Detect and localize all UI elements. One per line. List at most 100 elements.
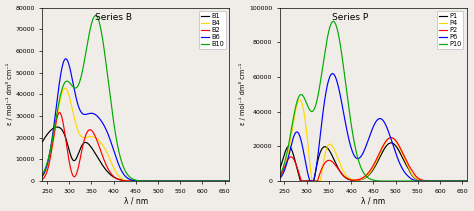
P4 <box>299 100 304 103</box>
B10 <box>226 180 232 182</box>
B1 <box>61 132 67 134</box>
P4 <box>277 176 283 179</box>
P2 <box>464 180 469 182</box>
P1 <box>299 180 304 182</box>
B6 <box>40 175 46 177</box>
B4 <box>119 178 125 180</box>
Line: P10: P10 <box>280 21 466 181</box>
B2 <box>61 126 67 128</box>
B10 <box>72 87 78 89</box>
P6 <box>357 157 363 159</box>
B10 <box>223 180 228 182</box>
P6 <box>330 72 336 75</box>
P6 <box>299 140 304 142</box>
P6 <box>307 180 313 182</box>
Line: B2: B2 <box>43 112 229 181</box>
P4 <box>464 180 469 182</box>
B1 <box>55 126 60 128</box>
B6 <box>72 91 78 94</box>
P10 <box>464 180 469 182</box>
B10 <box>93 14 99 17</box>
B10 <box>119 162 125 165</box>
P10 <box>460 180 466 182</box>
Text: Series B: Series B <box>95 13 132 22</box>
P1 <box>310 180 315 182</box>
P6 <box>310 180 315 182</box>
P2 <box>388 136 394 139</box>
P10 <box>310 110 315 113</box>
Y-axis label: ε / mol⁻¹ dm³ cm⁻¹: ε / mol⁻¹ dm³ cm⁻¹ <box>239 63 246 125</box>
Line: B1: B1 <box>43 127 229 181</box>
Line: P6: P6 <box>280 74 466 181</box>
P2 <box>310 180 315 182</box>
P1 <box>298 180 303 182</box>
P6 <box>460 180 466 182</box>
P1 <box>464 180 469 182</box>
B2 <box>119 179 125 182</box>
B2 <box>202 180 208 182</box>
B2 <box>223 180 228 182</box>
P2 <box>299 180 304 182</box>
B6 <box>63 58 69 60</box>
Line: P1: P1 <box>280 143 466 181</box>
Text: Series P: Series P <box>332 13 368 22</box>
B6 <box>223 180 228 182</box>
P6 <box>464 180 469 182</box>
B4 <box>223 180 228 182</box>
Line: B6: B6 <box>43 59 229 181</box>
B1 <box>223 180 228 182</box>
P4 <box>357 179 363 181</box>
B4 <box>72 119 78 122</box>
B4 <box>62 87 68 89</box>
P2 <box>440 180 446 182</box>
B4 <box>61 88 67 90</box>
P1 <box>440 180 446 182</box>
B1 <box>40 140 46 143</box>
B2 <box>111 176 117 178</box>
P4 <box>440 180 446 182</box>
P10 <box>440 180 446 182</box>
P2 <box>277 175 283 177</box>
P1 <box>460 180 466 182</box>
P6 <box>277 177 283 179</box>
P10 <box>349 126 355 128</box>
B1 <box>202 180 208 182</box>
P10 <box>330 20 336 23</box>
Legend: P1, P4, P2, P6, P10: P1, P4, P2, P6, P10 <box>437 11 463 49</box>
P2 <box>357 178 363 180</box>
X-axis label: λ / nm: λ / nm <box>124 196 148 206</box>
B1 <box>119 179 125 181</box>
P10 <box>357 163 363 165</box>
P6 <box>440 180 446 182</box>
B4 <box>202 180 208 182</box>
Y-axis label: ε / mol⁻¹ dm³ cm⁻¹: ε / mol⁻¹ dm³ cm⁻¹ <box>6 63 12 125</box>
Line: B4: B4 <box>43 88 229 181</box>
B4 <box>226 180 232 182</box>
B6 <box>61 60 67 62</box>
B6 <box>111 150 117 153</box>
B2 <box>57 111 63 114</box>
B1 <box>226 180 232 182</box>
Line: P4: P4 <box>280 100 466 181</box>
B6 <box>202 180 208 182</box>
P1 <box>349 179 355 181</box>
P2 <box>299 180 304 182</box>
P4 <box>297 99 302 101</box>
P1 <box>277 167 283 170</box>
P10 <box>277 173 283 176</box>
B6 <box>226 180 232 182</box>
P2 <box>460 180 466 182</box>
B10 <box>111 124 117 126</box>
X-axis label: λ / nm: λ / nm <box>361 196 385 206</box>
B2 <box>226 180 232 182</box>
Line: B10: B10 <box>43 16 229 181</box>
B4 <box>40 176 46 178</box>
P10 <box>299 93 304 96</box>
P4 <box>460 180 466 182</box>
B10 <box>40 173 46 175</box>
P4 <box>349 178 355 181</box>
Line: P2: P2 <box>280 138 466 181</box>
P6 <box>349 148 355 151</box>
Legend: B1, B4, B2, B6, B10: B1, B4, B2, B6, B10 <box>199 11 226 49</box>
P1 <box>388 142 394 144</box>
